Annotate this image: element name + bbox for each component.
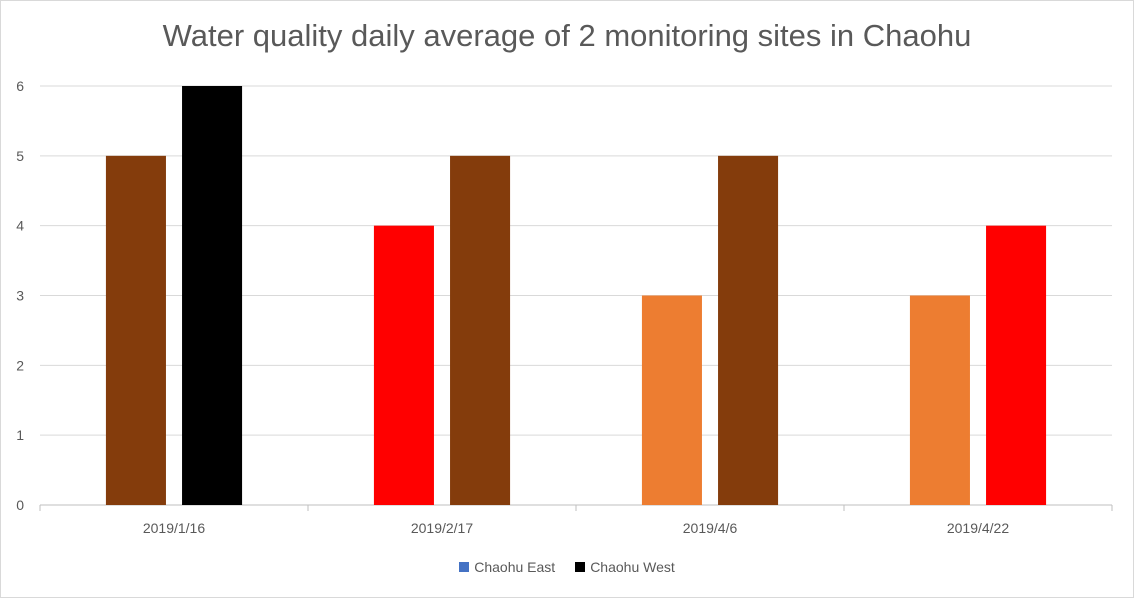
bar (182, 86, 243, 505)
x-tick-label: 2019/4/6 (683, 520, 738, 536)
y-tick-label: 5 (16, 148, 24, 164)
bar (718, 155, 779, 506)
bar (105, 155, 166, 506)
legend-item-east: Chaohu East (459, 559, 555, 575)
bar (373, 225, 434, 505)
x-tick-label: 2019/4/22 (947, 520, 1009, 536)
bar (986, 225, 1047, 505)
x-tick-label: 2019/1/16 (143, 520, 205, 536)
legend-swatch-east (459, 562, 470, 572)
bar (641, 295, 702, 505)
y-tick-label: 4 (16, 218, 24, 234)
y-tick-label: 2 (16, 357, 24, 373)
legend-swatch-west (575, 562, 586, 572)
legend-label-west: Chaohu West (590, 559, 675, 575)
legend-label-east: Chaohu East (474, 559, 556, 575)
y-tick-label: 1 (16, 427, 24, 443)
chart-title: Water quality daily average of 2 monitor… (162, 18, 972, 53)
legend-item-west: Chaohu West (575, 559, 675, 575)
y-tick-label: 3 (16, 288, 24, 304)
y-tick-label: 6 (16, 78, 24, 94)
chart-legend: Chaohu East Chaohu West (0, 559, 1134, 575)
bar (909, 295, 970, 505)
y-tick-label: 0 (16, 497, 24, 513)
bar (450, 155, 511, 506)
x-tick-label: 2019/2/17 (411, 520, 473, 536)
